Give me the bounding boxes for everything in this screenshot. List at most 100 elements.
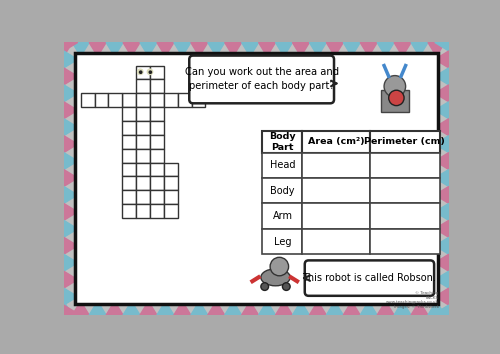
Polygon shape [428, 301, 445, 315]
Polygon shape [479, 42, 496, 56]
Text: This robot is called Robson.: This robot is called Robson. [302, 273, 436, 283]
Polygon shape [292, 301, 310, 315]
Bar [122, 190, 136, 204]
Bar [178, 93, 192, 107]
Circle shape [140, 71, 142, 73]
Text: Leg: Leg [274, 236, 291, 246]
Bar [136, 204, 150, 218]
Text: © Teaching
PACKS
www.teachingpacks.co.uk
Images: © Thinkstock: © Teaching PACKS www.teachingpacks.co.uk… [386, 291, 438, 309]
Bar [370, 204, 440, 229]
Polygon shape [435, 153, 449, 170]
Polygon shape [64, 153, 78, 170]
Polygon shape [360, 42, 377, 56]
Bar [150, 204, 164, 218]
Polygon shape [64, 288, 78, 305]
Bar [192, 93, 205, 107]
Polygon shape [435, 237, 449, 254]
Bar [136, 79, 150, 93]
Bar [262, 204, 302, 229]
Polygon shape [64, 220, 78, 237]
Polygon shape [435, 34, 449, 51]
Bar [150, 93, 164, 107]
Polygon shape [191, 301, 208, 315]
Polygon shape [64, 339, 78, 354]
Polygon shape [394, 301, 411, 315]
Polygon shape [56, 301, 72, 315]
Bar [150, 107, 164, 121]
Polygon shape [72, 301, 89, 315]
Polygon shape [258, 301, 276, 315]
Bar [150, 121, 164, 135]
Polygon shape [435, 68, 449, 85]
Bar [302, 131, 370, 153]
Polygon shape [435, 322, 449, 339]
Bar [370, 131, 440, 153]
Polygon shape [377, 301, 394, 315]
Polygon shape [89, 301, 106, 315]
Polygon shape [64, 119, 78, 136]
Polygon shape [394, 42, 411, 56]
Bar [122, 204, 136, 218]
Polygon shape [106, 301, 123, 315]
Polygon shape [224, 301, 242, 315]
Polygon shape [64, 170, 78, 187]
Polygon shape [435, 119, 449, 136]
Text: Can you work out the area and
perimeter of each body part?: Can you work out the area and perimeter … [184, 68, 338, 91]
Polygon shape [462, 42, 479, 56]
Polygon shape [445, 42, 462, 56]
Polygon shape [360, 301, 377, 315]
Polygon shape [435, 339, 449, 354]
Polygon shape [123, 42, 140, 56]
Polygon shape [174, 301, 191, 315]
Bar [262, 229, 302, 254]
Circle shape [138, 69, 143, 74]
Polygon shape [89, 42, 106, 56]
FancyBboxPatch shape [305, 261, 434, 296]
Polygon shape [64, 187, 78, 204]
Polygon shape [276, 301, 292, 315]
Polygon shape [140, 42, 157, 56]
Bar [136, 65, 150, 79]
Bar [381, 90, 408, 112]
Bar [108, 93, 122, 107]
Bar [164, 162, 177, 176]
Bar [262, 131, 302, 153]
Polygon shape [106, 42, 123, 56]
Polygon shape [64, 34, 78, 51]
Polygon shape [64, 322, 78, 339]
Polygon shape [64, 204, 78, 220]
Bar [150, 190, 164, 204]
Polygon shape [64, 136, 78, 153]
Bar [122, 107, 136, 121]
Polygon shape [344, 301, 360, 315]
Bar [302, 229, 370, 254]
Polygon shape [56, 42, 72, 56]
Polygon shape [64, 305, 78, 322]
Polygon shape [344, 42, 360, 56]
Bar [122, 135, 136, 149]
Bar [150, 135, 164, 149]
Bar [94, 93, 108, 107]
Text: Perimeter (cm): Perimeter (cm) [364, 137, 446, 146]
Polygon shape [445, 301, 462, 315]
Polygon shape [157, 301, 174, 315]
Polygon shape [479, 301, 496, 315]
Circle shape [149, 71, 152, 73]
Bar [136, 121, 150, 135]
Polygon shape [435, 288, 449, 305]
Circle shape [384, 76, 406, 97]
Polygon shape [435, 170, 449, 187]
Polygon shape [64, 102, 78, 119]
Polygon shape [496, 301, 500, 315]
Polygon shape [496, 42, 500, 56]
Bar [80, 93, 94, 107]
Ellipse shape [261, 269, 290, 286]
Bar [122, 176, 136, 190]
Circle shape [270, 257, 288, 276]
Bar [150, 162, 164, 176]
Polygon shape [435, 204, 449, 220]
Bar [136, 162, 150, 176]
Polygon shape [64, 254, 78, 271]
Polygon shape [258, 42, 276, 56]
Circle shape [282, 283, 290, 290]
